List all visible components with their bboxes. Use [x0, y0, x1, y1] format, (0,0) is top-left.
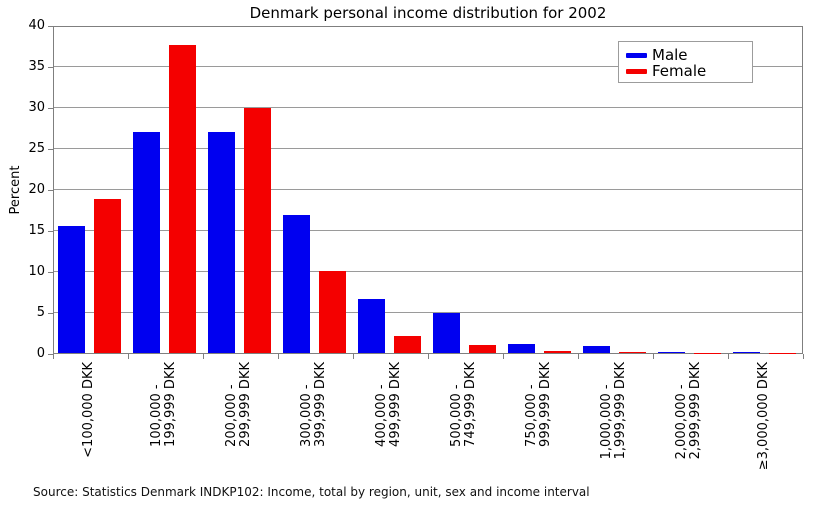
ytick-mark-25 [48, 148, 53, 150]
gridline-25 [54, 147, 802, 149]
xtick-mark-6 [503, 354, 504, 359]
gridline-15 [54, 229, 802, 231]
ytick-mark-20 [48, 189, 53, 191]
xtick-label-line: 500,000 - [448, 384, 464, 447]
xtick-label-1: 100,000 -199,999 DKK [148, 362, 178, 447]
ytick-label-25: 25 [28, 141, 45, 156]
xtick-mark-0 [53, 354, 54, 359]
bar-female-3 [319, 271, 346, 353]
legend: Male Female [618, 41, 753, 83]
ytick-label-35: 35 [28, 59, 45, 74]
ytick-mark-40 [48, 25, 53, 27]
xtick-label-line: 1,000,000 - [598, 384, 614, 460]
xtick-label-9: ≥3,000,000 DKK [755, 362, 771, 471]
bar-female-6 [544, 350, 571, 353]
ytick-label-10: 10 [28, 264, 45, 279]
ytick-label-30: 30 [28, 100, 45, 115]
ytick-label-5: 5 [36, 305, 45, 320]
bar-female-2 [244, 107, 271, 353]
ytick-label-40: 40 [28, 18, 45, 33]
xtick-label-2: 200,000 -299,999 DKK [223, 362, 253, 447]
chart-title: Denmark personal income distribution for… [249, 4, 607, 22]
xtick-mark-10 [803, 354, 804, 359]
ytick-label-20: 20 [28, 182, 45, 197]
ytick-label-0: 0 [36, 346, 45, 361]
legend-item-female: Female [626, 62, 752, 80]
ytick-mark-15 [48, 230, 53, 232]
xtick-label-line: 100,000 - [148, 384, 164, 447]
bar-male-5 [433, 312, 460, 353]
xtick-label-line: 749,999 DKK [462, 362, 478, 447]
xtick-label-6: 750,000 -999,999 DKK [523, 362, 553, 447]
legend-swatch-male [626, 52, 647, 58]
xtick-label-line: 2,000,000 - [673, 384, 689, 460]
bar-male-8 [658, 351, 685, 353]
source-note: Source: Statistics Denmark INDKP102: Inc… [33, 485, 590, 499]
xtick-label-5: 500,000 -749,999 DKK [448, 362, 478, 447]
legend-swatch-female [626, 68, 647, 74]
legend-label-male: Male [652, 46, 688, 64]
xtick-label-line: 299,999 DKK [237, 362, 253, 447]
gridline-10 [54, 270, 802, 272]
xtick-label-line: 199,999 DKK [162, 362, 178, 447]
gridline-35 [54, 65, 802, 67]
xtick-mark-7 [578, 354, 579, 359]
xtick-label-7: 1,000,000 -1,999,999 DKK [598, 362, 628, 460]
gridline-30 [54, 106, 802, 108]
bar-male-3 [283, 215, 310, 353]
xtick-mark-1 [128, 354, 129, 359]
ytick-mark-30 [48, 107, 53, 109]
xtick-mark-8 [653, 354, 654, 359]
xtick-label-line: 2,999,999 DKK [687, 362, 703, 460]
xtick-label-line: 499,999 DKK [387, 362, 403, 447]
xtick-mark-5 [428, 354, 429, 359]
xtick-mark-3 [278, 354, 279, 359]
ytick-mark-0 [48, 353, 53, 355]
xtick-label-line: 750,000 - [523, 384, 539, 447]
legend-label-female: Female [652, 62, 707, 80]
xtick-label-line: 200,000 - [223, 384, 239, 447]
bar-male-6 [508, 343, 535, 353]
bar-female-5 [469, 344, 496, 353]
xtick-label-4: 400,000 -499,999 DKK [373, 362, 403, 447]
bar-male-7 [583, 346, 610, 353]
bar-female-0 [94, 198, 121, 353]
bar-male-1 [133, 132, 160, 353]
xtick-label-0: <100,000 DKK [80, 362, 96, 458]
bar-male-4 [358, 298, 385, 353]
xtick-label-line: 1,999,999 DKK [612, 362, 628, 460]
ytick-label-15: 15 [28, 223, 45, 238]
xtick-label-line: 400,000 - [373, 384, 389, 447]
xtick-label-3: 300,000 -399,999 DKK [298, 362, 328, 447]
xtick-mark-2 [203, 354, 204, 359]
xtick-label-line: 300,000 - [298, 384, 314, 447]
bar-male-2 [208, 132, 235, 353]
bar-male-9 [733, 352, 760, 353]
xtick-label-line: <100,000 DKK [80, 362, 96, 458]
ytick-mark-10 [48, 271, 53, 273]
gridline-20 [54, 188, 802, 190]
xtick-mark-9 [728, 354, 729, 359]
xtick-label-line: ≥3,000,000 DKK [755, 362, 771, 471]
bar-female-4 [394, 335, 421, 353]
xtick-label-8: 2,000,000 -2,999,999 DKK [673, 362, 703, 460]
xtick-mark-4 [353, 354, 354, 359]
bar-male-0 [58, 225, 85, 353]
bar-female-7 [619, 352, 646, 353]
legend-item-male: Male [626, 46, 752, 64]
gridline-5 [54, 311, 802, 313]
ytick-mark-5 [48, 312, 53, 314]
xtick-label-line: 399,999 DKK [312, 362, 328, 447]
xtick-label-line: 999,999 DKK [537, 362, 553, 447]
bar-female-1 [169, 44, 196, 353]
ytick-mark-35 [48, 66, 53, 68]
